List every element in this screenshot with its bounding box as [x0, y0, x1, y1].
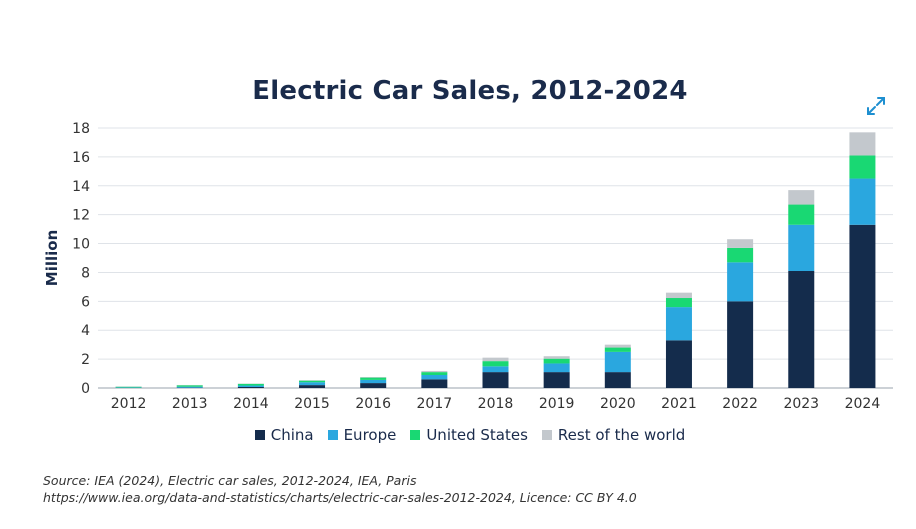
- legend-item-europe[interactable]: Europe: [327, 426, 397, 444]
- bar-rest-of-the-world: [482, 357, 509, 362]
- y-tick-label: 0: [81, 381, 90, 397]
- x-tick-label: 2022: [722, 396, 758, 412]
- bar-europe: [849, 178, 876, 225]
- bar-china: [604, 372, 631, 388]
- x-tick-label: 2014: [233, 396, 269, 412]
- bar-united-states: [299, 380, 326, 383]
- bar-united-states: [421, 372, 448, 375]
- bar-rest-of-the-world: [727, 239, 754, 248]
- x-tick-label: 2020: [600, 396, 636, 412]
- bar-united-states: [176, 385, 203, 387]
- source-line: Source: IEA (2024), Electric car sales, …: [43, 473, 417, 488]
- source-url: https://www.iea.org/data-and-statistics/…: [43, 490, 637, 505]
- legend-item-united-states[interactable]: United States: [410, 426, 528, 444]
- bar-china: [788, 271, 815, 388]
- y-tick-label: 10: [72, 237, 90, 253]
- legend-label: Europe: [343, 426, 397, 444]
- y-tick-label: 12: [72, 208, 90, 224]
- bar-europe: [727, 262, 754, 302]
- bar-rest-of-the-world: [849, 132, 876, 156]
- bar-europe: [421, 375, 448, 380]
- bar-united-states: [360, 377, 387, 380]
- y-tick-label: 18: [72, 121, 90, 137]
- x-tick-label: 2013: [172, 396, 208, 412]
- y-tick-label: 8: [81, 265, 90, 281]
- legend-label: Rest of the world: [557, 426, 686, 444]
- bar-united-states: [543, 358, 570, 364]
- x-tick-label: 2023: [783, 396, 819, 412]
- source-note: Source: IEA (2024), Electric car sales, …: [43, 472, 637, 506]
- x-tick-label: 2021: [661, 396, 697, 412]
- bar-china: [237, 386, 264, 388]
- y-axis-title: Million: [43, 230, 61, 286]
- x-tick-label: 2017: [417, 396, 453, 412]
- chart-legend: China Europe United States Rest of the w…: [0, 426, 916, 444]
- y-tick-label: 4: [81, 323, 90, 339]
- legend-item-rest-of-the-world[interactable]: Rest of the world: [541, 426, 686, 444]
- bar-united-states: [482, 361, 509, 367]
- y-tick-label: 6: [81, 294, 90, 310]
- x-tick-label: 2012: [111, 396, 147, 412]
- bar-united-states: [604, 347, 631, 352]
- y-tick-label: 14: [72, 179, 90, 195]
- bar-europe: [788, 224, 815, 271]
- chart-plot: 0 2 4 6 8 10 12 14 16 18 Million 2012 2013 2014 2015 20…: [43, 121, 893, 412]
- bar-united-states: [115, 386, 142, 388]
- chart-title: Electric Car Sales, 2012-2024: [252, 76, 688, 106]
- bar-china: [482, 372, 509, 388]
- bar-europe: [176, 386, 203, 388]
- bar-europe: [482, 366, 509, 373]
- y-tick-label: 2: [81, 352, 90, 368]
- x-tick-label: 2016: [355, 396, 391, 412]
- x-tick-label: 2018: [478, 396, 514, 412]
- y-tick-label: 16: [72, 150, 90, 166]
- bar-europe: [299, 382, 326, 386]
- bar-china: [421, 379, 448, 388]
- bar-united-states: [665, 298, 692, 308]
- bar-united-states: [849, 155, 876, 179]
- bar-china: [665, 340, 692, 388]
- bar-rest-of-the-world: [788, 190, 815, 205]
- legend-swatch: [541, 430, 552, 440]
- x-tick-label: 2015: [294, 396, 330, 412]
- bar-china: [727, 301, 754, 388]
- bar-china: [299, 385, 326, 388]
- legend-swatch: [254, 430, 265, 440]
- bar-europe: [360, 379, 387, 384]
- bar-united-states: [237, 383, 264, 386]
- bar-europe: [237, 385, 264, 387]
- bar-europe: [604, 351, 631, 373]
- bar-rest-of-the-world: [604, 344, 631, 348]
- bar-china: [543, 372, 570, 388]
- bar-united-states: [788, 204, 815, 225]
- bar-rest-of-the-world: [360, 377, 387, 378]
- expand-icon[interactable]: [865, 95, 887, 117]
- bar-europe: [665, 307, 692, 341]
- bar-china: [849, 224, 876, 388]
- legend-item-china[interactable]: China: [254, 426, 314, 444]
- bar-europe: [543, 363, 570, 373]
- legend-swatch: [410, 430, 421, 440]
- legend-label: China: [270, 426, 314, 444]
- bar-rest-of-the-world: [665, 292, 692, 299]
- bar-united-states: [727, 247, 754, 263]
- legend-swatch: [327, 430, 338, 440]
- bar-rest-of-the-world: [543, 356, 570, 359]
- x-tick-label: 2024: [845, 396, 881, 412]
- legend-label: United States: [426, 426, 528, 444]
- x-tick-label: 2019: [539, 396, 575, 412]
- bar-china: [360, 383, 387, 388]
- bar-rest-of-the-world: [421, 370, 448, 373]
